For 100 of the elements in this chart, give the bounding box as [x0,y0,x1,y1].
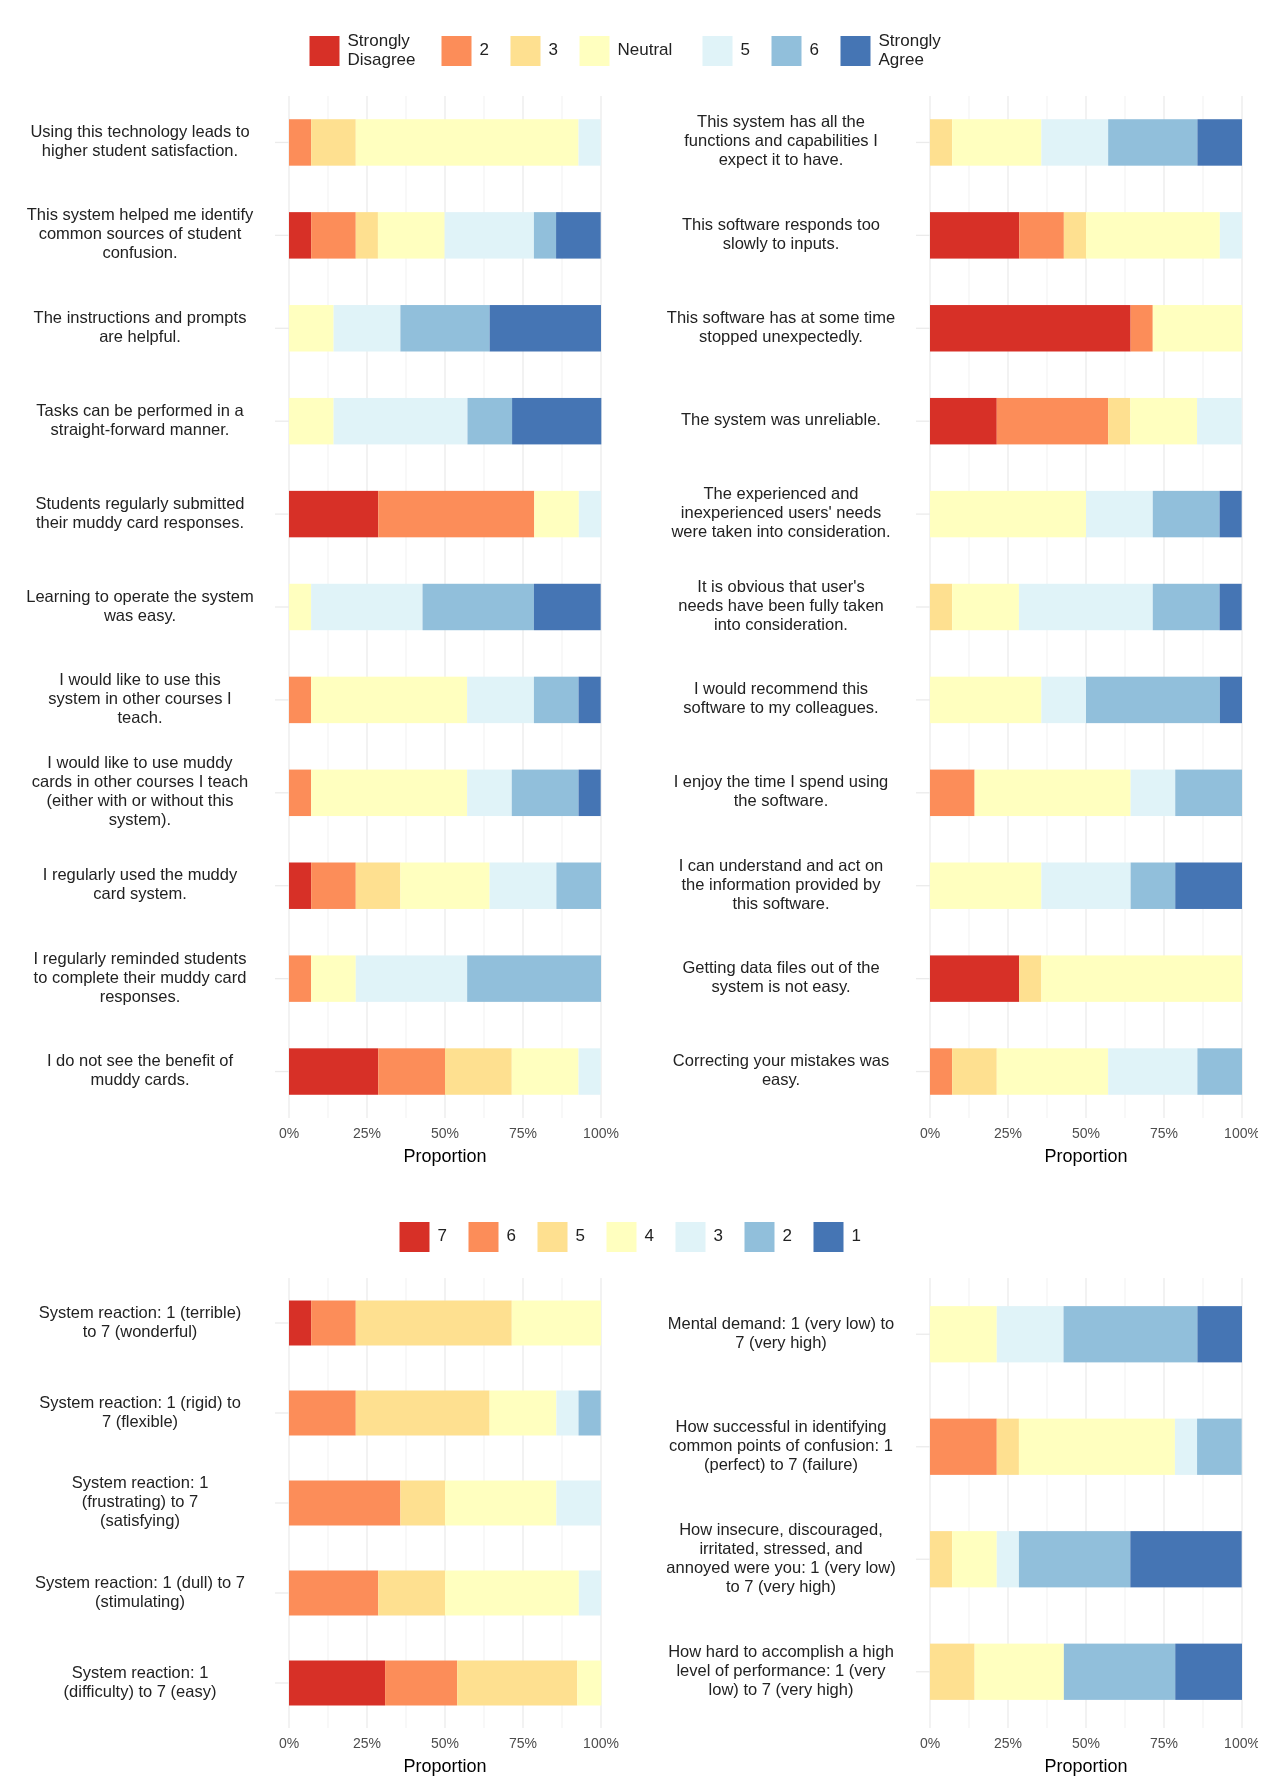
bar [445,1570,579,1616]
bar [1108,1048,1198,1095]
bar [578,490,601,538]
y-tick-label: Using this technology leads to higher student satisfaction. [30,122,250,160]
bar [511,769,579,817]
legend-label: 4 [644,1226,654,1246]
bar [952,119,1042,166]
y-tick-label: I would recommend this software to my colleagues. [683,679,879,717]
y-tick-label: Mental demand: 1 (very low) to 7 (very high) [667,1314,895,1352]
bar [1063,1306,1198,1363]
y-tick-label: How hard to accomplish a high level of performance: 1 (very low) to 7 (very high) [668,1642,894,1699]
bar [289,769,312,817]
bar [578,1048,601,1095]
y-tick-label: I would like to use muddy cards in other courses I teach (either with or without this system). [31,753,249,829]
bar [930,1048,953,1095]
bar [930,769,975,817]
bar [355,955,468,1002]
legend-label: Strongly Disagree [347,31,416,70]
bar [378,1048,445,1095]
x-tick-label: 0% [278,1125,300,1141]
y-tick-label: It is obvious that user's needs have been fully taken into consideration. [678,577,884,634]
bar [952,1048,997,1095]
legend-label: 5 [575,1226,585,1246]
bar [578,1570,601,1616]
bar [457,1660,578,1706]
bar [289,1300,312,1346]
bar [311,862,356,909]
bar [930,212,1020,259]
bar [289,1570,379,1616]
x-axis-title: Proportion [1044,1756,1128,1776]
bar [311,955,356,1002]
y-tick-label: The experienced and inexperienced users' needs were taken into consideration. [670,484,891,541]
bar [489,862,557,909]
bar [974,769,1131,817]
bar [1019,955,1042,1002]
bar [556,212,601,259]
bar [930,955,1020,1002]
bar [930,305,1131,352]
x-tick-label: 25% [993,1125,1023,1141]
bar [489,305,601,352]
bar [512,397,602,445]
bar [378,490,535,538]
bar [930,490,1086,538]
y-tick-label: Correcting your mistakes was easy. [672,1051,890,1089]
bar [333,397,468,445]
x-tick-label: 75% [1149,1125,1179,1141]
y-tick-label: System reaction: 1 (difficulty) to 7 (easy) [63,1662,217,1700]
bar [511,1048,579,1095]
bar [578,769,601,817]
bar [952,583,1019,631]
x-tick-label: 25% [352,1125,382,1141]
bar [378,1570,445,1616]
x-tick-label: 0% [919,1735,941,1751]
x-tick-label: 0% [278,1735,300,1751]
bar [1019,212,1064,259]
bar [311,583,423,631]
bar [289,862,312,909]
bar [577,1660,602,1706]
bar [289,212,312,259]
y-tick-label: I can understand and act on the information provided by this software. [678,856,884,913]
bar [1197,1418,1242,1475]
bar [1018,583,1153,631]
bar [289,1660,386,1706]
y-tick-label: The instructions and prompts are helpful. [33,308,247,346]
bar [996,397,1109,445]
y-tick-label: I do not see the benefit of muddy cards. [46,1051,234,1089]
bar [1197,1048,1242,1095]
bar [1197,397,1242,445]
legend-label: 6 [506,1226,516,1246]
bar [1175,769,1242,817]
bar [556,1480,601,1526]
x-tick-label: 75% [1149,1735,1179,1751]
y-tick-label: This system helped me identify common sources of student confusion. [26,205,254,262]
bar [400,1480,445,1526]
bar [1041,119,1109,166]
legend-label: 1 [851,1226,861,1246]
bar [578,1390,601,1436]
bar [1108,397,1131,445]
bar [1108,119,1198,166]
bar [467,676,534,724]
bar [289,1048,379,1095]
bar [1041,955,1242,1002]
legend-label: 2 [479,40,489,60]
bar [930,1643,975,1700]
x-tick-label: 50% [430,1735,460,1751]
bar [489,1390,557,1436]
y-tick-label: Getting data files out of the system is not easy. [682,958,880,996]
bar [974,1643,1064,1700]
bar [578,676,601,724]
bar [1063,1643,1176,1700]
y-tick-label: How successful in identifying common points of confusion: 1 (perfect) to 7 (failure) [669,1417,893,1474]
bar [1152,490,1220,538]
bar [445,1480,557,1526]
y-tick-label: I enjoy the time I spend using the software. [673,772,889,810]
bar [996,1048,1109,1095]
x-axis-title: Proportion [403,1146,487,1166]
bar [289,1480,401,1526]
bar [1197,119,1242,166]
bar [1175,1643,1242,1700]
y-tick-label: System reaction: 1 (dull) to 7 (stimulating) [34,1572,246,1610]
